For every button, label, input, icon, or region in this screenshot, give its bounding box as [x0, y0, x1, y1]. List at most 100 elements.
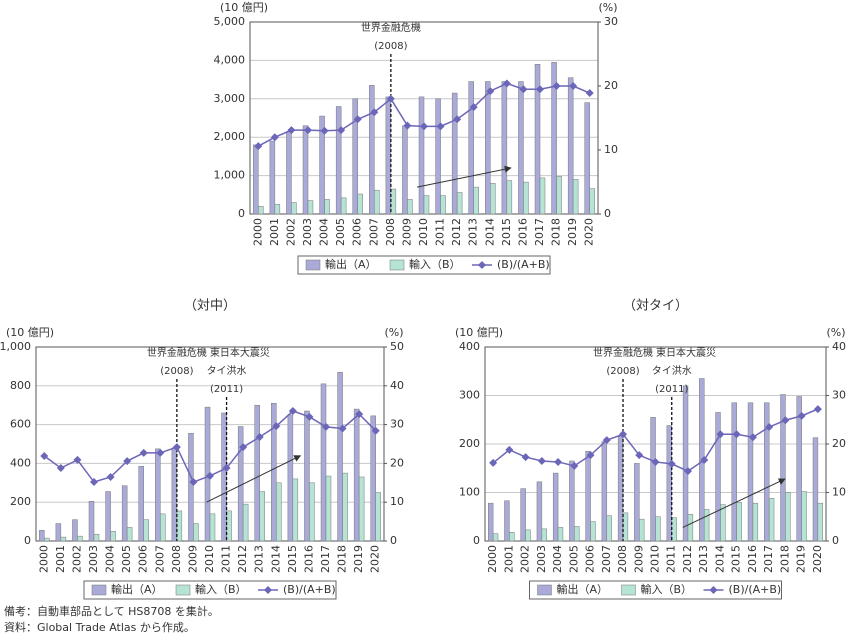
bar: [402, 125, 408, 215]
line-marker: [519, 85, 528, 94]
y2-axis-unit: (%): [826, 326, 845, 339]
x-tick-label: 2006: [584, 545, 597, 573]
x-tick-label: 2017: [319, 545, 332, 573]
line-marker: [667, 459, 676, 468]
bar: [253, 144, 259, 215]
x-tick-label: 2003: [301, 218, 314, 246]
bar: [768, 498, 775, 542]
line-marker: [536, 85, 544, 94]
bar: [736, 501, 742, 542]
bar: [671, 517, 677, 542]
y-tick-label: 3,000: [214, 92, 246, 105]
bar: [340, 197, 347, 215]
x-tick-label: 2016: [302, 545, 315, 573]
legend-swatch: [621, 584, 636, 596]
bar: [176, 510, 183, 542]
line-marker: [486, 87, 495, 96]
bar: [764, 402, 770, 542]
bar: [121, 485, 128, 542]
x-tick-label: 2016: [746, 545, 759, 573]
bar: [650, 417, 656, 542]
legend-swatch: [91, 584, 107, 596]
bar: [572, 179, 579, 215]
chart-title: （対タイ）: [623, 299, 688, 314]
bar: [269, 140, 276, 215]
bar: [319, 115, 325, 215]
annotation: タイ洪水: [652, 365, 692, 377]
y-tick-label: 200: [10, 495, 31, 508]
line-marker: [469, 103, 478, 112]
line-marker: [552, 82, 561, 90]
legend-label: (B)/(A+B): [729, 583, 782, 596]
bar: [374, 189, 380, 215]
line-marker: [537, 456, 546, 465]
bar: [274, 204, 281, 215]
x-tick-label: 2008: [616, 545, 629, 573]
y2-tick-label: 0: [832, 534, 839, 547]
bar: [304, 410, 310, 542]
bar: [504, 500, 510, 542]
x-tick-label: 2010: [649, 545, 662, 573]
x-tick-label: 2011: [220, 545, 233, 573]
line-marker: [370, 108, 379, 117]
line-marker: [502, 79, 511, 88]
bar: [687, 514, 694, 542]
x-tick-label: 2007: [600, 545, 613, 573]
x-tick-label: 2014: [713, 545, 726, 573]
bar: [193, 523, 199, 542]
y-tick-label: 1,000: [0, 340, 31, 353]
y-tick-label: 0: [24, 534, 31, 547]
line-marker: [272, 422, 281, 431]
y2-tick-label: 30: [832, 389, 846, 402]
x-tick-label: 2012: [450, 218, 463, 246]
bar: [536, 481, 543, 542]
bar: [747, 402, 754, 542]
x-tick-label: 2007: [367, 218, 380, 246]
bar: [731, 402, 737, 542]
line-marker: [403, 121, 412, 130]
line-marker: [106, 472, 115, 481]
y-tick-label: 4,000: [214, 53, 246, 66]
bar: [590, 521, 596, 542]
annotation: (2011): [655, 384, 688, 395]
x-tick-label: 2003: [535, 545, 548, 573]
y2-tick-label: 30: [390, 418, 404, 431]
legend-label: (B)/(A+B): [283, 583, 336, 596]
legend-label: 輸入（B）: [409, 257, 461, 271]
y-axis-unit: (10 億円): [455, 326, 503, 339]
line-marker: [797, 411, 806, 420]
y2-tick-label: 50: [390, 340, 404, 353]
x-tick-label: 2020: [369, 545, 382, 573]
bar: [541, 528, 547, 542]
x-tick-label: 2010: [203, 545, 216, 573]
line-marker: [420, 122, 428, 131]
bar: [509, 532, 515, 542]
y-axis-unit: (10 億円): [6, 326, 54, 339]
line-marker: [716, 430, 725, 439]
y-tick-label: 2,000: [214, 130, 246, 143]
x-tick-label: 2015: [730, 545, 743, 573]
line-marker: [56, 464, 65, 473]
line-marker: [602, 436, 611, 445]
bar: [39, 530, 45, 542]
bar: [105, 491, 111, 542]
bar: [552, 472, 559, 542]
y-tick-label: 5,000: [214, 15, 246, 28]
bar: [601, 441, 608, 542]
x-tick-label: 2004: [551, 545, 564, 573]
bar: [456, 192, 463, 215]
bar: [574, 526, 580, 542]
line-marker: [254, 142, 263, 151]
x-tick-label: 2006: [137, 545, 150, 573]
x-tick-label: 2000: [251, 218, 264, 246]
bar: [221, 412, 227, 542]
legend-swatch: [478, 261, 486, 269]
bar: [666, 425, 672, 542]
line-marker: [304, 126, 312, 135]
x-tick-label: 2017: [533, 218, 546, 246]
x-tick-label: 2012: [681, 545, 694, 573]
bar: [143, 519, 149, 542]
bar: [473, 186, 479, 215]
line-marker: [386, 94, 395, 103]
legend-label: 輸出（A）: [557, 582, 609, 596]
